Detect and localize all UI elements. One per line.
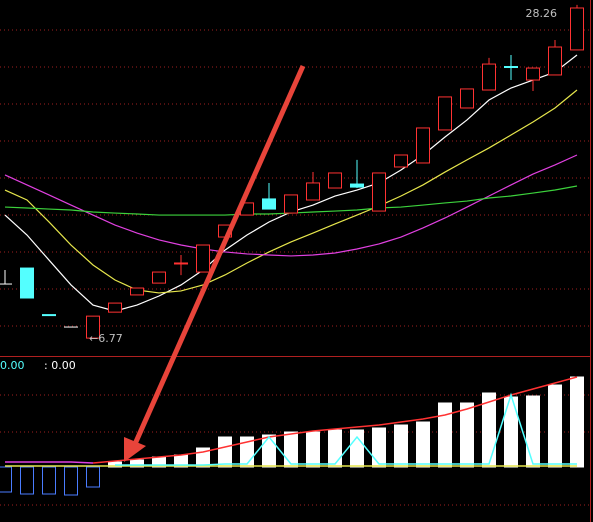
bar — [570, 376, 584, 468]
candle-body — [394, 154, 408, 168]
bar — [416, 421, 430, 468]
low-label: ←6.77 — [89, 332, 123, 345]
bar — [86, 466, 100, 488]
arrow-head — [124, 437, 146, 462]
bar — [350, 429, 364, 468]
legend-label: : 0.00 — [44, 359, 76, 372]
plot: 28.26 ←6.77 0.00 : 0.00 — [0, 4, 584, 496]
bar — [42, 466, 56, 495]
candle-body — [526, 67, 540, 81]
candle-body — [372, 172, 386, 212]
line-series — [92, 376, 578, 464]
legend-label: 0.00 — [0, 359, 25, 372]
bar — [306, 431, 320, 468]
candle-body — [482, 63, 496, 91]
candle-body — [152, 271, 166, 284]
candle-body — [108, 302, 122, 313]
candle-body — [306, 182, 320, 201]
line-series — [4, 89, 578, 294]
bar — [64, 466, 78, 496]
candle-body — [42, 314, 56, 317]
bar — [394, 424, 408, 468]
bar — [218, 436, 232, 468]
bar — [328, 429, 342, 468]
candle-body — [438, 96, 452, 131]
bar — [284, 431, 298, 468]
candle-body — [20, 267, 34, 299]
bar — [262, 434, 276, 468]
candle-body — [262, 198, 276, 210]
candle-body — [504, 66, 518, 69]
line-series — [115, 392, 577, 466]
candle-body — [174, 262, 188, 265]
bar — [526, 395, 540, 468]
candle-body — [460, 88, 474, 109]
bar — [0, 466, 12, 493]
candle-body — [284, 194, 298, 214]
annotation-arrow — [124, 64, 306, 462]
candle-body — [130, 287, 144, 296]
candle-body — [350, 183, 364, 188]
candle-body — [196, 244, 210, 273]
bar — [130, 459, 144, 468]
line-series — [5, 461, 94, 464]
candle-body — [548, 46, 562, 76]
candle-body — [416, 127, 430, 164]
bar — [438, 402, 452, 468]
candle-body — [570, 7, 584, 51]
high-label: 28.26 — [526, 7, 558, 20]
bar — [548, 384, 562, 468]
arrow-shaft — [132, 64, 306, 446]
bar — [372, 427, 386, 468]
line-series — [4, 154, 578, 257]
candle-body — [328, 172, 342, 189]
bar — [482, 392, 496, 468]
bar — [20, 466, 34, 495]
bar — [460, 402, 474, 468]
candle-body — [86, 315, 100, 339]
